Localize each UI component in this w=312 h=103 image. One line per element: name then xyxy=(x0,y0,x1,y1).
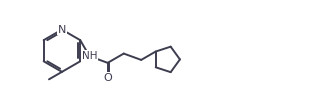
Text: N: N xyxy=(58,25,66,35)
Text: O: O xyxy=(103,73,112,83)
Text: NH: NH xyxy=(82,51,97,61)
